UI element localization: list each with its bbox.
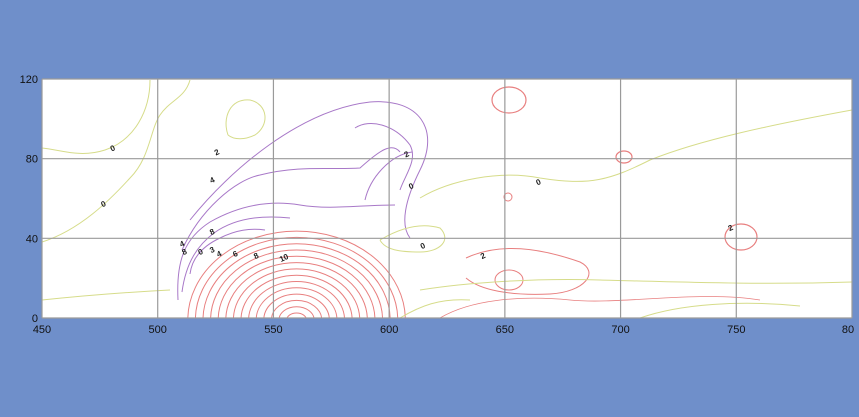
contour-line-red [278, 306, 315, 318]
contour-line-yellow [419, 109, 852, 199]
contour-lines [42, 79, 852, 318]
contour-line-purple [189, 101, 429, 239]
contour-label: 2 [479, 251, 487, 261]
contour-line-red [263, 293, 330, 318]
contour-label: 0 [100, 199, 108, 209]
contour-label: 4 [178, 239, 186, 249]
contour-line-red [248, 281, 345, 318]
x-tick-label: 450 [33, 324, 51, 336]
contour-line-red [465, 248, 590, 295]
contour-line-purple [364, 151, 413, 201]
x-tick-label: 700 [611, 324, 629, 336]
contour-line-red [615, 150, 633, 164]
y-tick-label: 0 [32, 313, 38, 325]
y-tick-label: 80 [26, 154, 38, 166]
contour-line-yellow [639, 302, 801, 318]
contour-label: 2 [403, 149, 411, 159]
contour-line-yellow [419, 279, 852, 291]
contour-line-red [187, 230, 406, 318]
contour-line-red [217, 255, 376, 318]
contour-label: 0 [419, 241, 427, 251]
contour-line-yellow [42, 79, 191, 243]
contour-line-red [503, 192, 513, 202]
contour-line-purple [181, 147, 401, 251]
contour-label: 4 [208, 175, 216, 185]
contour-label: 0 [407, 181, 415, 191]
contour-line-yellow [225, 99, 266, 140]
y-tick-label: 40 [26, 233, 38, 245]
grid-lines [41, 78, 853, 319]
contour-label: 8 [208, 227, 216, 237]
contour-line-yellow [42, 79, 151, 154]
contour-line-red [240, 274, 353, 318]
contour-label: 8 [181, 247, 189, 257]
contour-line-red [194, 236, 399, 318]
contour-line-red [202, 243, 391, 318]
contour-line-red [439, 296, 761, 318]
contour-label: 0 [197, 247, 205, 257]
x-tick-label: 80 [842, 324, 854, 336]
contour-label: 3 [208, 245, 216, 255]
contour-line-red [724, 223, 758, 251]
contour-line-purple [354, 123, 414, 191]
contour-line-yellow [399, 299, 471, 318]
contour-line-purple [177, 202, 396, 301]
contour-label: 10 [278, 252, 290, 264]
contour-line-yellow [42, 289, 171, 301]
contour-line-red [255, 287, 338, 318]
contour-line-red [225, 262, 368, 318]
contour-label: 2 [213, 147, 221, 157]
plot-area [42, 79, 852, 318]
x-tick-label: 550 [264, 324, 282, 336]
contour-line-purple [181, 216, 291, 293]
x-tick-label: 750 [727, 324, 745, 336]
x-tick-label: 500 [149, 324, 167, 336]
contour-label: 0 [535, 177, 543, 187]
contour-line-yellow [379, 225, 446, 253]
x-tick-label: 600 [380, 324, 398, 336]
y-tick-label: 120 [20, 74, 38, 86]
contour-label: 2 [727, 223, 735, 233]
contour-label: 8 [252, 251, 260, 261]
contour-label: 6 [231, 249, 239, 259]
x-tick-label: 650 [496, 324, 514, 336]
contour-line-red [491, 86, 527, 114]
contour-line-red [232, 268, 361, 318]
contour-label: 0 [109, 143, 117, 153]
contour-line-red [210, 249, 383, 318]
contour-label: 4 [215, 249, 223, 259]
